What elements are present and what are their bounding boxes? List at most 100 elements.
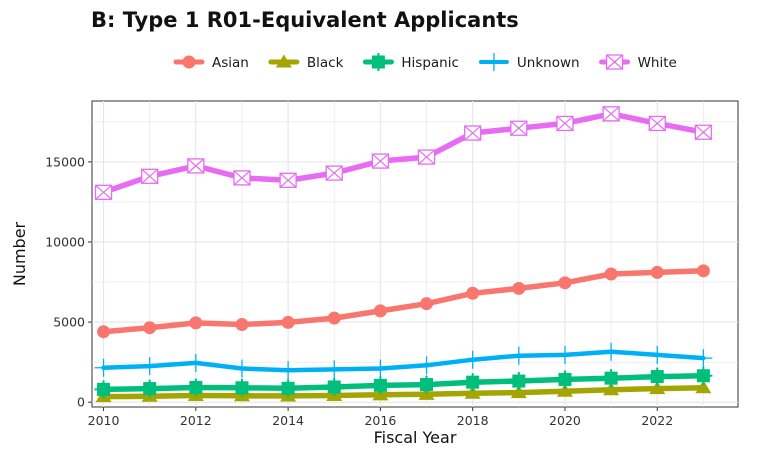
data-point [463, 350, 482, 369]
data-point [373, 304, 387, 318]
legend-key-marker [605, 54, 624, 70]
legend-item-unknown: Unknown [478, 53, 580, 71]
data-point [420, 297, 434, 311]
x-tick-label: 2020 [549, 413, 581, 428]
legend-key-marker [369, 53, 388, 71]
series-hispanic [94, 366, 713, 399]
legend-label: White [638, 55, 677, 71]
data-point [509, 372, 528, 391]
data-point [232, 378, 251, 397]
data-point [558, 276, 572, 290]
data-point [696, 264, 710, 278]
legend-label: Unknown [517, 55, 580, 71]
data-point [694, 366, 713, 385]
data-point [371, 359, 390, 378]
series-line [100, 268, 707, 335]
legend-key-marker [182, 55, 196, 69]
legend-item-black: Black [268, 54, 344, 71]
data-point [695, 380, 712, 394]
series-unknown [94, 342, 713, 380]
data-point [466, 286, 480, 300]
data-point [143, 321, 157, 335]
data-point [556, 115, 574, 132]
data-point [650, 265, 664, 279]
data-point [417, 375, 436, 394]
legend-label: Black [307, 55, 344, 71]
series-line [100, 385, 707, 400]
data-point [187, 158, 205, 174]
y-tick-label: 10000 [45, 234, 85, 249]
data-point [281, 315, 295, 329]
data-point [371, 153, 390, 169]
data-point [556, 383, 573, 397]
series-white [94, 106, 713, 200]
data-point [235, 317, 249, 331]
data-point [694, 124, 713, 140]
data-point [464, 125, 482, 141]
data-point [602, 369, 621, 388]
data-point [602, 342, 621, 361]
legend-item-asian: Asian [173, 55, 249, 71]
legend: Asian Black Hispanic Unknown White [173, 53, 677, 71]
legend-item-white: White [599, 54, 677, 71]
legend-key-marker [484, 53, 503, 71]
data-point [417, 149, 436, 165]
data-point [463, 373, 482, 392]
data-point [555, 345, 574, 364]
plot-panel [91, 100, 739, 408]
x-tick-label: 2010 [88, 413, 120, 428]
series-asian [97, 264, 710, 339]
x-tick-label: 2012 [180, 413, 212, 428]
data-point [602, 106, 620, 122]
y-tick-label: 5000 [53, 315, 85, 330]
data-point [509, 346, 528, 365]
data-point [648, 115, 666, 132]
axis-ticks: 2010 2012 2014 2016 2018 2020 2022 0 5000 10000 15… [45, 154, 673, 428]
data-point [327, 311, 341, 325]
y-tick-label: 0 [77, 395, 85, 410]
chart-title: B: Type 1 R01-Equivalent Applicants [91, 8, 519, 32]
y-axis-title: Number [10, 221, 29, 286]
data-point [233, 170, 251, 186]
data-point [694, 349, 713, 368]
data-point [510, 385, 527, 399]
data-point [186, 378, 205, 397]
data-point [648, 345, 667, 364]
data-point [603, 382, 620, 396]
legend-label: Asian [212, 55, 249, 71]
data-point [140, 379, 159, 398]
data-point [94, 184, 113, 200]
data-point [279, 172, 297, 188]
data-point [186, 353, 205, 372]
legend-label: Hispanic [401, 55, 459, 71]
data-point [279, 361, 298, 380]
data-point [140, 357, 159, 376]
data-point [555, 370, 574, 389]
data-point [325, 360, 344, 379]
data-point [141, 168, 159, 184]
data-point [648, 367, 667, 386]
legend-key-marker [275, 54, 292, 68]
data-point [97, 325, 111, 339]
data-point [189, 316, 203, 330]
x-axis-title: Fiscal Year [374, 428, 457, 447]
data-point [510, 120, 528, 136]
y-tick-label: 15000 [45, 154, 85, 169]
x-tick-label: 2016 [364, 413, 396, 428]
data-point [371, 376, 390, 395]
data-point [464, 385, 481, 399]
x-tick-label: 2022 [641, 413, 673, 428]
data-point [94, 380, 113, 399]
x-tick-label: 2018 [457, 413, 489, 428]
legend-item-hispanic: Hispanic [362, 53, 459, 71]
data-point [279, 379, 298, 398]
data-point [325, 377, 344, 396]
data-point [232, 359, 251, 378]
data-point [325, 165, 343, 181]
data-point [417, 356, 436, 375]
data-point [649, 381, 666, 395]
data-point [604, 267, 618, 281]
data-point [94, 358, 113, 377]
x-tick-label: 2014 [272, 413, 304, 428]
series-layer [94, 106, 713, 403]
